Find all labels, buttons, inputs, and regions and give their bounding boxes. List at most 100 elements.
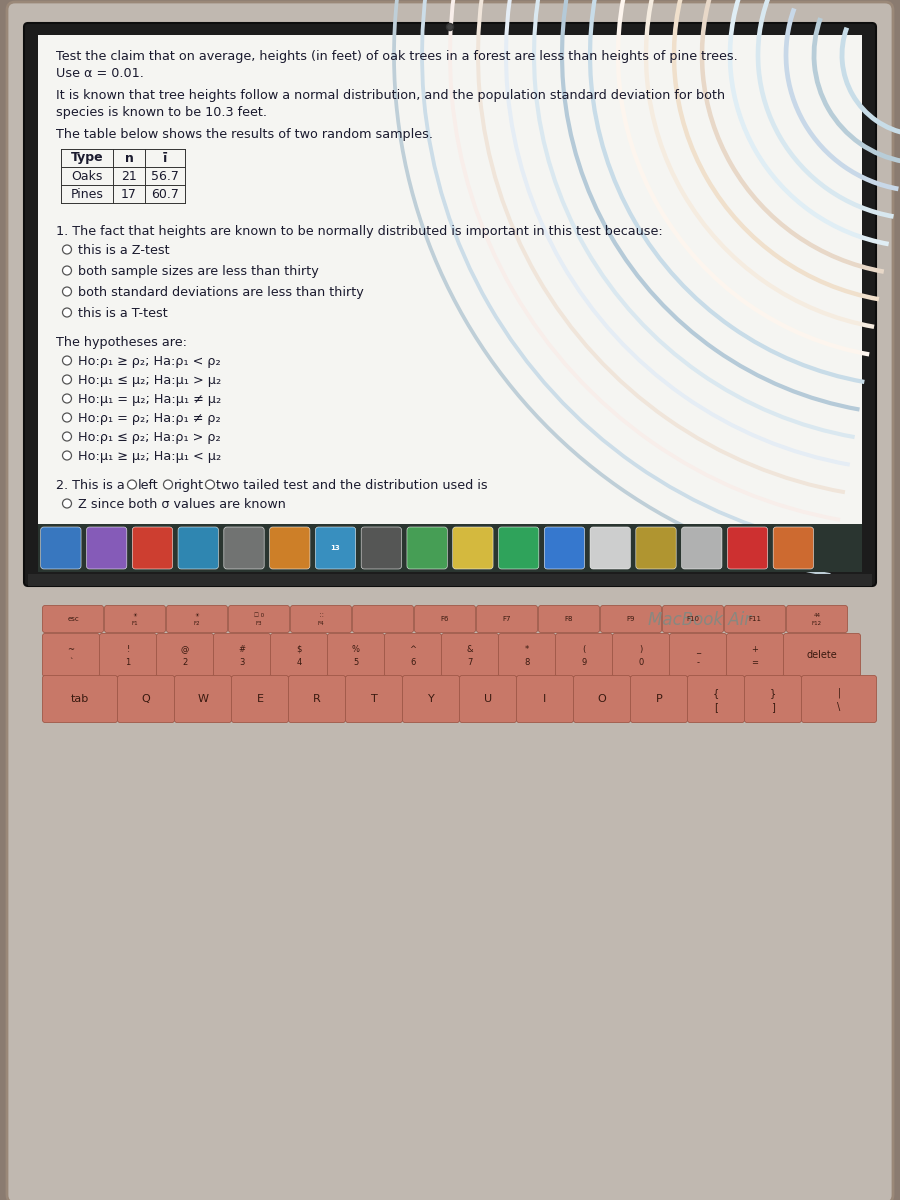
Text: F4: F4	[318, 620, 324, 626]
Text: both sample sizes are less than thirty: both sample sizes are less than thirty	[78, 265, 319, 278]
FancyBboxPatch shape	[555, 634, 613, 677]
Text: Ho:μ₁ ≥ μ₂; Ha:μ₁ < μ₂: Ho:μ₁ ≥ μ₂; Ha:μ₁ < μ₂	[78, 450, 221, 463]
Text: 7: 7	[467, 658, 472, 667]
Text: ∷: ∷	[320, 613, 323, 618]
FancyBboxPatch shape	[24, 23, 876, 586]
Circle shape	[62, 499, 71, 508]
Text: left: left	[138, 479, 158, 492]
Text: Ho:ρ₁ ≤ ρ₂; Ha:ρ₁ > ρ₂: Ho:ρ₁ ≤ ρ₂; Ha:ρ₁ > ρ₂	[78, 431, 220, 444]
Circle shape	[62, 308, 71, 317]
FancyBboxPatch shape	[744, 676, 802, 722]
Text: Q: Q	[141, 694, 150, 704]
Text: 21: 21	[122, 169, 137, 182]
Text: n: n	[124, 151, 133, 164]
Text: R: R	[313, 694, 321, 704]
FancyBboxPatch shape	[442, 634, 499, 677]
FancyBboxPatch shape	[289, 676, 346, 722]
FancyBboxPatch shape	[662, 606, 724, 632]
Text: ~: ~	[68, 644, 75, 654]
Text: \: \	[837, 702, 841, 713]
Text: F10: F10	[687, 616, 699, 622]
FancyBboxPatch shape	[157, 634, 213, 677]
FancyBboxPatch shape	[178, 527, 219, 569]
FancyBboxPatch shape	[415, 606, 475, 632]
Circle shape	[164, 480, 173, 490]
FancyBboxPatch shape	[38, 524, 862, 572]
FancyBboxPatch shape	[726, 634, 784, 677]
Circle shape	[62, 356, 71, 365]
Text: F11: F11	[749, 616, 761, 622]
Text: _: _	[696, 644, 700, 654]
Text: =: =	[752, 658, 759, 667]
FancyBboxPatch shape	[544, 527, 585, 569]
FancyBboxPatch shape	[681, 527, 722, 569]
Text: }: }	[770, 688, 776, 697]
FancyBboxPatch shape	[670, 634, 726, 677]
Text: Test the claim that on average, heights (in feet) of oak trees in a forest are l: Test the claim that on average, heights …	[56, 50, 738, 62]
FancyBboxPatch shape	[573, 676, 631, 722]
Text: +: +	[752, 644, 759, 654]
Text: Ho:ρ₁ = ρ₂; Ha:ρ₁ ≠ ρ₂: Ho:ρ₁ = ρ₂; Ha:ρ₁ ≠ ρ₂	[78, 412, 220, 425]
Text: 60.7: 60.7	[151, 187, 179, 200]
Text: F3: F3	[256, 620, 262, 626]
FancyBboxPatch shape	[213, 634, 271, 677]
FancyBboxPatch shape	[787, 606, 848, 632]
Text: ☐ 0: ☐ 0	[254, 613, 264, 618]
FancyBboxPatch shape	[104, 606, 166, 632]
FancyBboxPatch shape	[688, 676, 744, 722]
FancyBboxPatch shape	[499, 527, 539, 569]
Text: {: {	[713, 688, 719, 697]
Text: both standard deviations are less than thirty: both standard deviations are less than t…	[78, 286, 364, 299]
Text: [: [	[714, 702, 718, 713]
Text: 5: 5	[354, 658, 358, 667]
Circle shape	[62, 432, 71, 440]
Text: 2. This is a: 2. This is a	[56, 479, 129, 492]
Text: 2: 2	[183, 658, 187, 667]
Text: ): )	[639, 644, 643, 654]
Text: !: !	[126, 644, 130, 654]
FancyBboxPatch shape	[328, 634, 384, 677]
FancyBboxPatch shape	[784, 634, 860, 677]
FancyBboxPatch shape	[271, 634, 328, 677]
FancyBboxPatch shape	[476, 606, 537, 632]
Text: F12: F12	[812, 620, 822, 626]
FancyBboxPatch shape	[402, 676, 460, 722]
FancyBboxPatch shape	[802, 676, 877, 722]
Text: 0: 0	[638, 658, 644, 667]
Text: Y: Y	[428, 694, 435, 704]
FancyBboxPatch shape	[175, 676, 231, 722]
FancyBboxPatch shape	[118, 676, 175, 722]
Text: Pines: Pines	[70, 187, 104, 200]
Text: F6: F6	[441, 616, 449, 622]
Text: *: *	[525, 644, 529, 654]
Text: W: W	[197, 694, 209, 704]
FancyBboxPatch shape	[631, 676, 688, 722]
Text: 1. The fact that heights are known to be normally distributed is important in th: 1. The fact that heights are known to be…	[56, 226, 662, 238]
Text: 6: 6	[410, 658, 416, 667]
FancyBboxPatch shape	[724, 606, 786, 632]
FancyBboxPatch shape	[291, 606, 352, 632]
FancyBboxPatch shape	[132, 527, 173, 569]
FancyBboxPatch shape	[460, 676, 517, 722]
FancyBboxPatch shape	[773, 527, 814, 569]
Text: 17: 17	[122, 187, 137, 200]
FancyBboxPatch shape	[538, 606, 599, 632]
FancyBboxPatch shape	[407, 527, 447, 569]
FancyBboxPatch shape	[517, 676, 573, 722]
Circle shape	[62, 245, 71, 254]
Text: 44: 44	[814, 613, 821, 618]
FancyBboxPatch shape	[28, 574, 872, 586]
FancyBboxPatch shape	[600, 606, 662, 632]
Text: P: P	[655, 694, 662, 704]
Text: I: I	[544, 694, 546, 704]
Text: %: %	[352, 644, 360, 654]
Circle shape	[62, 266, 71, 275]
FancyBboxPatch shape	[353, 606, 413, 632]
Text: F8: F8	[565, 616, 573, 622]
FancyBboxPatch shape	[224, 527, 265, 569]
FancyBboxPatch shape	[42, 634, 100, 677]
FancyBboxPatch shape	[727, 527, 768, 569]
Text: Oaks: Oaks	[71, 169, 103, 182]
Text: two tailed test and the distribution used is: two tailed test and the distribution use…	[216, 479, 488, 492]
Text: ī: ī	[163, 151, 167, 164]
